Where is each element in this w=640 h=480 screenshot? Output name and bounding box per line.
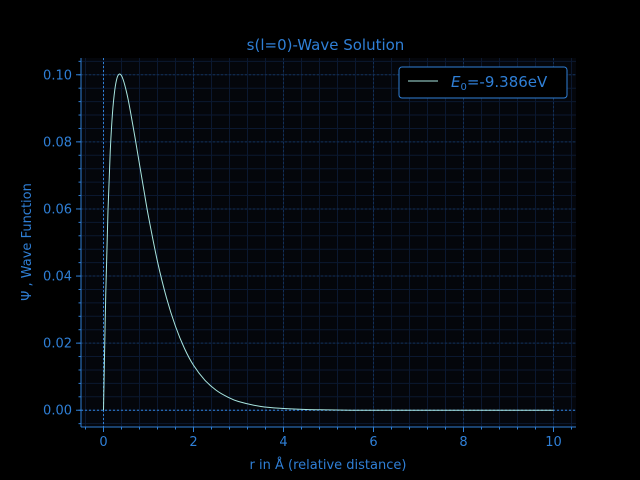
y-tick-label: 0.00 <box>43 404 72 419</box>
plot-background <box>81 58 576 427</box>
y-ticks: 0.00 0.02 0.04 0.06 0.08 0.10 <box>43 60 81 425</box>
series-layer <box>103 73 554 411</box>
x-tick-label: 6 <box>369 435 377 450</box>
y-tick-label: 0.06 <box>43 202 72 217</box>
y-axis-label: Ψ , Wave Function <box>20 183 35 301</box>
legend-label: E0=-9.386eV <box>451 73 548 93</box>
x-tick-label: 10 <box>545 435 562 450</box>
series-line <box>103 73 554 411</box>
chart-title: s(l=0)-Wave Solution <box>247 36 405 54</box>
x-ticks: 0 2 4 6 8 10 <box>85 427 572 450</box>
y-tick-label: 0.08 <box>43 135 72 150</box>
legend-subscript: 0 <box>460 82 466 93</box>
legend-symbol: E <box>451 73 461 91</box>
x-tick-label: 2 <box>189 435 197 450</box>
axes <box>80 58 576 428</box>
y-tick-label: 0.02 <box>43 337 72 352</box>
legend-box <box>398 66 568 99</box>
y-tick-label: 0.10 <box>43 68 72 83</box>
x-axis-label: r in Å (relative distance) <box>250 457 407 473</box>
x-tick-label: 4 <box>279 435 287 450</box>
x-tick-label: 0 <box>99 435 107 450</box>
legend-value: =-9.386eV <box>467 73 548 91</box>
legend: E0=-9.386eV <box>398 66 568 99</box>
x-tick-label: 8 <box>459 435 467 450</box>
y-tick-label: 0.04 <box>43 270 72 285</box>
